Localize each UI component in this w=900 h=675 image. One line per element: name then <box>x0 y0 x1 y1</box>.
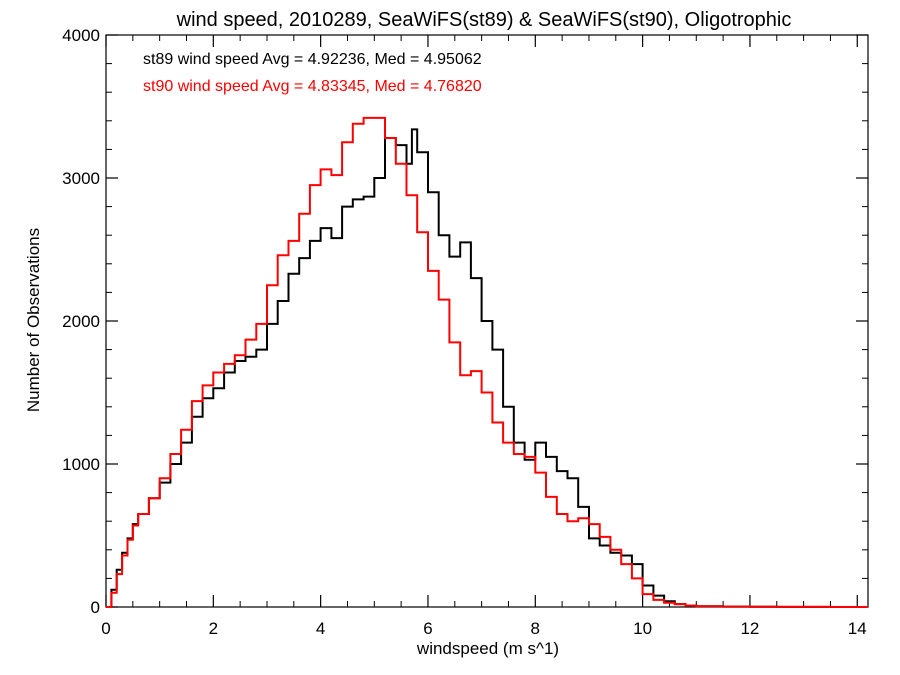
x-tick-label: 6 <box>423 619 432 638</box>
y-tick-label: 0 <box>91 598 100 617</box>
y-tick-label: 2000 <box>62 312 100 331</box>
y-tick-label: 3000 <box>62 169 100 188</box>
series-line-st90 <box>106 116 868 608</box>
legend-entry-st89: st89 wind speed Avg = 4.92236, Med = 4.9… <box>143 51 482 68</box>
chart-title: wind speed, 2010289, SeaWiFS(st89) & Sea… <box>176 9 792 31</box>
x-tick-label: 2 <box>209 619 218 638</box>
x-tick-label: 4 <box>316 619 325 638</box>
x-axis-label: windspeed (m s^1) <box>416 639 559 658</box>
y-axis-label: Number of Observations <box>24 228 43 412</box>
x-tick-label: 8 <box>531 619 540 638</box>
x-tick-label: 0 <box>101 619 110 638</box>
y-tick-label: 1000 <box>62 455 100 474</box>
series-layer <box>106 116 868 608</box>
x-tick-label: 12 <box>740 619 759 638</box>
legend-entry-st90: st90 wind speed Avg = 4.83345, Med = 4.7… <box>143 78 482 95</box>
series-line-st89 <box>106 128 868 608</box>
x-tick-label: 14 <box>848 619 867 638</box>
x-tick-label: 10 <box>633 619 652 638</box>
axis-ticks: 0 2 4 6 8 10 12 14 0 1000 2000 3000 4000 <box>62 26 868 638</box>
y-tick-label: 4000 <box>62 26 100 45</box>
